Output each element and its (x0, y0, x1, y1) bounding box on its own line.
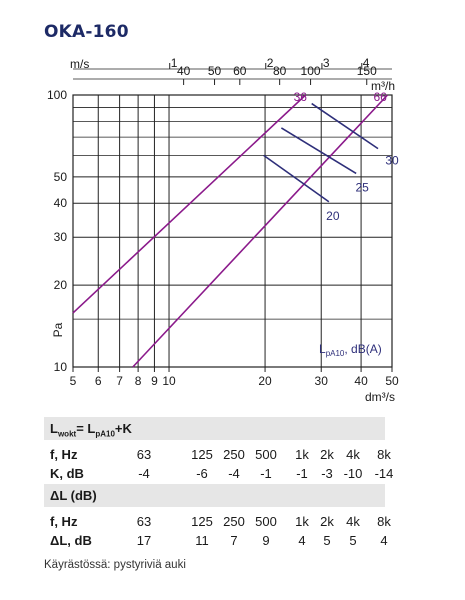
delta-row: ΔL, dB 17 11 7 9 4 5 5 4 (44, 531, 388, 550)
y-tick-label: 100 (47, 88, 67, 102)
table-cell: 4 (380, 533, 388, 548)
table-cell: -4 (228, 466, 240, 481)
x-tick-label: 30 (315, 374, 329, 388)
table-cell: 17 (136, 533, 152, 548)
plot-frame (72, 94, 393, 368)
y-tick-label: 20 (54, 278, 68, 292)
table-cell: 63 (136, 447, 152, 462)
table-cell: 9 (262, 533, 270, 548)
sound-pressure-chart: 10 20 30 40 50 100 5 6 7 8 9 10 20 30 40 50 40 50 60 80 100 1… (47, 56, 399, 404)
correction-table-header: Lwokt= LpA10+K (44, 417, 385, 440)
y-tick-label: 50 (54, 170, 68, 184)
delta-table-header: ΔL (dB) (44, 484, 385, 507)
table-cell: 63 (136, 514, 152, 529)
k-row: K, dB -4 -6 -4 -1 -1 -3 -10 -14 (44, 464, 393, 483)
table-cell: 5 (349, 533, 357, 548)
series-label-36: 36 (294, 90, 308, 104)
table-cell: 1k (295, 447, 309, 462)
x-tick-label: 40 (354, 374, 368, 388)
table-cell: 500 (255, 514, 277, 529)
k-label: K, dB (50, 466, 84, 481)
m3h-tick-label: 40 (177, 64, 191, 78)
header-eq: = L (76, 421, 96, 436)
series-label-66: 66 (373, 90, 387, 104)
ms-tick-label: 3 (323, 56, 330, 70)
m3h-tick-label: 80 (273, 64, 287, 78)
table-cell: 250 (223, 514, 245, 529)
table-cell: -3 (321, 466, 333, 481)
y-tick-label: 30 (54, 230, 68, 244)
table-cell: -4 (138, 466, 150, 481)
m3h-tick-label: 50 (208, 64, 222, 78)
ms-axis-label: m/s (70, 57, 89, 71)
m3h-axis-label: m³/h (371, 79, 395, 93)
table-cell: 8k (377, 447, 391, 462)
series-line-66 (132, 94, 389, 368)
footnote: Käyrästössä: pystyriviä auki (44, 559, 186, 571)
table-cell: 2k (320, 514, 334, 529)
table-cell: 1k (295, 514, 309, 529)
table-cell: 500 (255, 447, 277, 462)
x-axis-label: dm³/s (365, 390, 395, 404)
series-label-30: 30 (385, 154, 399, 168)
ms-tick-label: 1 (171, 56, 178, 70)
freq-row: f, Hz 63 125 250 500 1k 2k 4k 8k (44, 445, 391, 464)
x-tick-label: 20 (258, 374, 272, 388)
series-line-30 (311, 102, 379, 150)
correction-table: Lwokt= LpA10+K f, Hz 63 125 250 500 1k 2k 4k 8k… (44, 417, 393, 483)
table-cell: 5 (323, 533, 331, 548)
x-tick-label: 8 (135, 374, 142, 388)
table-cell: -1 (296, 466, 308, 481)
series-line-20 (263, 154, 330, 203)
table-cell: 4 (298, 533, 306, 548)
page-title: OKA-160 (44, 22, 129, 42)
header-l: L (50, 421, 58, 436)
delta-table: ΔL (dB) f, Hz 63 125 250 500 1k 2k 4k 8k ΔL, dB… (44, 484, 391, 550)
freq-label: f, Hz (50, 447, 78, 462)
m3h-tick-label: 60 (233, 64, 247, 78)
header-sub-pa10: pA10 (95, 429, 115, 439)
table-cell: 4k (346, 514, 360, 529)
table-cell: 4k (346, 447, 360, 462)
y-tick-label: 40 (54, 196, 68, 210)
x-tick-label: 50 (385, 374, 399, 388)
table-cell: 2k (320, 447, 334, 462)
table-cell: -1 (260, 466, 272, 481)
series-label-25: 25 (355, 180, 369, 194)
x-tick-label: 9 (151, 374, 158, 388)
y-tick-label: 10 (54, 360, 68, 374)
table-cell: 7 (230, 533, 238, 548)
x-tick-label: 7 (116, 374, 123, 388)
freq-row-2: f, Hz 63 125 250 500 1k 2k 4k 8k (44, 512, 391, 531)
ms-tick-label: 4 (363, 56, 370, 70)
delta-label: ΔL, dB (50, 533, 92, 548)
table-cell: 8k (377, 514, 391, 529)
table-cell: 125 (191, 447, 213, 462)
freq-label-2: f, Hz (50, 514, 78, 529)
series-line-25 (280, 127, 357, 175)
header-sub-wokt: wokt (57, 429, 77, 439)
table-cell: -10 (343, 466, 363, 481)
ms-tick-label: 2 (267, 56, 274, 70)
m3h-tick-label: 100 (301, 64, 321, 78)
table-cell: -6 (196, 466, 208, 481)
table-cell: -14 (374, 466, 394, 481)
table-cell: 125 (191, 514, 213, 529)
series-line-36 (72, 94, 307, 314)
x-tick-label: 5 (70, 374, 77, 388)
table-cell: 250 (223, 447, 245, 462)
y-axis-label: Pa (51, 322, 65, 337)
lpa10-annotation: LpA10, dB(A) (319, 342, 382, 358)
x-tick-label: 6 (95, 374, 102, 388)
x-tick-label: 10 (162, 374, 176, 388)
series-label-20: 20 (326, 209, 340, 223)
table-cell: 11 (195, 533, 209, 548)
header-plus-k: +K (114, 421, 132, 436)
